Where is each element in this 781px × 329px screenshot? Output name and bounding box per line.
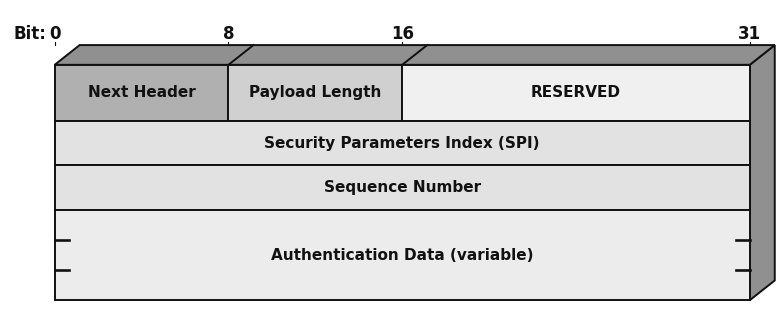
Text: 0: 0: [49, 25, 60, 42]
Bar: [55, 165, 750, 210]
Text: Security Parameters Index (SPI): Security Parameters Index (SPI): [265, 136, 540, 151]
Bar: [55, 210, 750, 300]
Bar: [55, 65, 228, 121]
Text: Next Header: Next Header: [87, 86, 195, 100]
Text: Payload Length: Payload Length: [249, 86, 381, 100]
Polygon shape: [55, 45, 775, 65]
Text: 8: 8: [223, 25, 234, 42]
Bar: [55, 121, 750, 165]
Text: 16: 16: [390, 25, 414, 42]
Bar: [402, 65, 750, 121]
Bar: [228, 65, 402, 121]
Polygon shape: [750, 45, 775, 300]
Text: Sequence Number: Sequence Number: [323, 180, 481, 195]
Text: 31: 31: [738, 25, 761, 42]
Text: Bit:: Bit:: [14, 25, 47, 42]
Text: Authentication Data (variable): Authentication Data (variable): [271, 247, 533, 263]
Text: RESERVED: RESERVED: [531, 86, 621, 100]
